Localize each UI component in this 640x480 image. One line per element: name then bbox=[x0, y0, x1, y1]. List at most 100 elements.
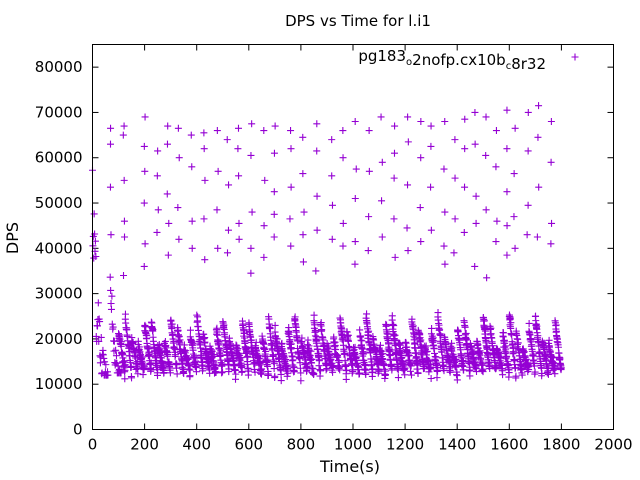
data-point bbox=[461, 183, 469, 191]
data-point bbox=[339, 127, 347, 135]
data-point bbox=[200, 215, 208, 223]
data-point bbox=[112, 352, 120, 360]
data-point bbox=[291, 313, 299, 321]
data-point bbox=[440, 165, 448, 173]
data-point bbox=[270, 210, 278, 218]
data-point bbox=[451, 215, 459, 223]
y-tick-label: 0 bbox=[73, 421, 83, 439]
y-tick-label: 80000 bbox=[35, 58, 83, 76]
data-point bbox=[121, 375, 129, 383]
data-point bbox=[283, 372, 291, 380]
data-point bbox=[168, 320, 176, 328]
data-point bbox=[188, 244, 196, 252]
data-point bbox=[492, 127, 500, 135]
data-point bbox=[112, 346, 120, 354]
data-point bbox=[377, 113, 385, 121]
data-point bbox=[378, 197, 386, 205]
data-point bbox=[317, 367, 325, 375]
y-tick-label: 60000 bbox=[35, 149, 83, 167]
data-point bbox=[313, 147, 321, 155]
data-point bbox=[355, 369, 363, 377]
data-point bbox=[482, 151, 490, 159]
data-point bbox=[351, 238, 359, 246]
x-tick-label: 200 bbox=[130, 436, 159, 454]
x-tick-label: 1200 bbox=[386, 436, 424, 454]
data-point bbox=[416, 204, 424, 212]
data-point bbox=[390, 149, 398, 157]
data-point bbox=[107, 124, 115, 132]
data-point bbox=[217, 347, 225, 355]
data-point bbox=[375, 367, 383, 375]
data-point bbox=[492, 163, 500, 171]
data-point bbox=[414, 361, 422, 369]
data-point bbox=[287, 183, 295, 191]
data-point bbox=[342, 375, 350, 383]
data-point bbox=[466, 372, 474, 380]
data-point bbox=[383, 321, 391, 329]
data-point bbox=[166, 369, 174, 377]
data-point bbox=[141, 113, 149, 121]
data-point bbox=[287, 145, 295, 153]
data-point bbox=[180, 369, 188, 377]
data-point bbox=[247, 269, 255, 277]
data-point bbox=[394, 374, 402, 382]
data-point bbox=[401, 371, 409, 379]
y-tick-label: 10000 bbox=[35, 375, 83, 393]
data-point bbox=[187, 131, 195, 139]
data-point bbox=[356, 326, 364, 334]
data-point bbox=[351, 343, 359, 351]
data-point bbox=[258, 368, 266, 376]
data-point bbox=[238, 367, 246, 375]
data-point bbox=[503, 352, 511, 360]
x-axis-ticks: 0 200 400 600 800 1000 1200 1400 1600 1800 2000 bbox=[88, 44, 633, 454]
data-point bbox=[117, 338, 125, 346]
data-point bbox=[390, 174, 398, 182]
data-point bbox=[247, 151, 255, 159]
data-point bbox=[441, 260, 449, 268]
data-point bbox=[407, 362, 415, 370]
data-point bbox=[213, 127, 221, 135]
data-point bbox=[160, 369, 168, 377]
data-point bbox=[139, 353, 147, 361]
data-point bbox=[436, 330, 444, 338]
data-point bbox=[277, 377, 285, 385]
data-point bbox=[154, 206, 162, 214]
data-point bbox=[108, 292, 116, 300]
data-point bbox=[339, 219, 347, 227]
data-point bbox=[318, 326, 326, 334]
data-point bbox=[107, 231, 115, 239]
data-point bbox=[91, 237, 99, 245]
data-point bbox=[235, 172, 243, 180]
data-point bbox=[524, 108, 532, 116]
data-point bbox=[460, 228, 468, 236]
data-point bbox=[200, 145, 208, 153]
data-point bbox=[535, 102, 543, 110]
data-point bbox=[547, 240, 555, 248]
y-tick-label: 30000 bbox=[35, 285, 83, 303]
data-point bbox=[328, 136, 336, 144]
data-point bbox=[461, 115, 469, 123]
data-point bbox=[104, 371, 112, 379]
data-point bbox=[471, 262, 479, 270]
data-point bbox=[215, 338, 223, 346]
y-tick-label: 50000 bbox=[35, 194, 83, 212]
data-point bbox=[270, 360, 278, 368]
data-point bbox=[433, 360, 441, 368]
data-point bbox=[451, 136, 459, 144]
data-point bbox=[427, 363, 435, 371]
data-point bbox=[483, 274, 491, 282]
data-point bbox=[94, 299, 102, 307]
data-point bbox=[503, 188, 511, 196]
data-point bbox=[557, 364, 565, 372]
data-point bbox=[378, 233, 386, 241]
data-point bbox=[110, 337, 118, 345]
data-point bbox=[248, 208, 256, 216]
data-point bbox=[299, 258, 307, 266]
data-point bbox=[535, 183, 543, 191]
data-point bbox=[362, 366, 370, 374]
data-point bbox=[219, 368, 227, 376]
scatter-points bbox=[89, 102, 565, 385]
data-point bbox=[499, 329, 507, 337]
data-point bbox=[141, 167, 149, 175]
data-point bbox=[224, 226, 232, 234]
